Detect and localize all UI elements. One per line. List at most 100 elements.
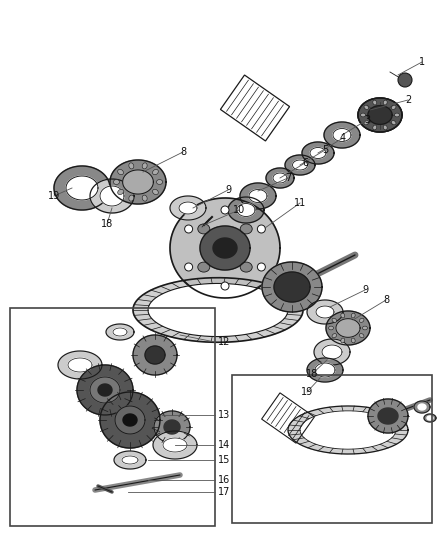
Polygon shape — [240, 183, 276, 209]
Ellipse shape — [360, 318, 364, 322]
Polygon shape — [237, 204, 255, 216]
Text: 18: 18 — [101, 219, 113, 229]
Polygon shape — [213, 238, 237, 258]
Polygon shape — [418, 404, 426, 410]
Polygon shape — [179, 202, 197, 214]
Polygon shape — [307, 358, 343, 382]
Text: 12: 12 — [218, 337, 230, 347]
Polygon shape — [293, 160, 307, 170]
Text: 14: 14 — [218, 440, 230, 450]
Polygon shape — [300, 411, 396, 449]
Text: 15: 15 — [218, 455, 230, 465]
Text: 5: 5 — [322, 145, 328, 155]
Text: 2: 2 — [405, 95, 411, 105]
Text: 19: 19 — [48, 191, 60, 201]
Polygon shape — [324, 122, 360, 148]
Polygon shape — [133, 335, 177, 375]
Ellipse shape — [332, 318, 336, 322]
Polygon shape — [307, 300, 343, 324]
Polygon shape — [90, 179, 134, 213]
Text: 16: 16 — [218, 475, 230, 485]
Polygon shape — [123, 414, 137, 426]
Ellipse shape — [360, 113, 365, 117]
Ellipse shape — [129, 163, 134, 169]
Ellipse shape — [240, 224, 252, 234]
Polygon shape — [163, 438, 187, 452]
Ellipse shape — [142, 195, 147, 201]
Polygon shape — [100, 186, 124, 206]
Polygon shape — [288, 406, 408, 454]
Polygon shape — [333, 128, 351, 141]
Polygon shape — [285, 155, 315, 175]
Text: 17: 17 — [218, 487, 230, 497]
Polygon shape — [424, 414, 436, 422]
Polygon shape — [164, 420, 180, 434]
Polygon shape — [54, 166, 110, 210]
Text: 3: 3 — [364, 115, 370, 125]
Polygon shape — [314, 339, 350, 365]
Polygon shape — [154, 411, 190, 443]
Text: 8: 8 — [180, 147, 186, 157]
Text: 6: 6 — [302, 158, 308, 168]
Ellipse shape — [156, 180, 162, 184]
Polygon shape — [145, 346, 165, 364]
Ellipse shape — [152, 169, 158, 175]
Polygon shape — [368, 399, 408, 433]
Polygon shape — [113, 328, 127, 336]
Polygon shape — [368, 106, 392, 124]
Ellipse shape — [395, 113, 399, 117]
Text: 10: 10 — [233, 205, 245, 215]
Polygon shape — [228, 197, 264, 223]
Ellipse shape — [152, 189, 158, 195]
Polygon shape — [110, 160, 166, 204]
Ellipse shape — [341, 313, 345, 318]
Ellipse shape — [383, 100, 387, 105]
Polygon shape — [123, 170, 153, 194]
Polygon shape — [262, 262, 322, 312]
Polygon shape — [98, 384, 112, 396]
Ellipse shape — [328, 326, 333, 330]
Ellipse shape — [360, 334, 364, 338]
Bar — [232, 375, 432, 523]
Polygon shape — [66, 176, 98, 200]
Text: 13: 13 — [218, 410, 230, 420]
Text: 18: 18 — [306, 369, 318, 379]
Circle shape — [221, 206, 229, 214]
Polygon shape — [322, 345, 342, 359]
Text: 8: 8 — [383, 295, 389, 305]
Text: 11: 11 — [294, 198, 306, 208]
Ellipse shape — [118, 189, 124, 195]
Ellipse shape — [351, 313, 355, 318]
Polygon shape — [170, 198, 280, 298]
Ellipse shape — [392, 105, 396, 109]
Text: 19: 19 — [301, 387, 313, 397]
Polygon shape — [358, 98, 402, 132]
Ellipse shape — [363, 326, 367, 330]
Text: 7: 7 — [285, 173, 291, 183]
Ellipse shape — [392, 120, 396, 125]
Polygon shape — [273, 173, 287, 183]
Ellipse shape — [341, 338, 345, 343]
Polygon shape — [378, 408, 398, 424]
Polygon shape — [274, 272, 310, 302]
Ellipse shape — [142, 163, 147, 169]
Ellipse shape — [373, 100, 377, 105]
Polygon shape — [414, 401, 430, 413]
Ellipse shape — [240, 262, 252, 272]
Polygon shape — [148, 284, 288, 337]
Ellipse shape — [364, 120, 368, 125]
Circle shape — [258, 263, 265, 271]
Polygon shape — [115, 406, 145, 434]
Circle shape — [258, 225, 265, 233]
Polygon shape — [200, 226, 250, 270]
Polygon shape — [90, 377, 120, 403]
Circle shape — [185, 263, 193, 271]
Text: 9: 9 — [362, 285, 368, 295]
Polygon shape — [122, 456, 138, 464]
Polygon shape — [68, 358, 92, 372]
Polygon shape — [336, 319, 360, 337]
Text: 1: 1 — [419, 57, 425, 67]
Polygon shape — [249, 190, 267, 203]
Polygon shape — [302, 142, 334, 164]
Ellipse shape — [118, 169, 124, 175]
